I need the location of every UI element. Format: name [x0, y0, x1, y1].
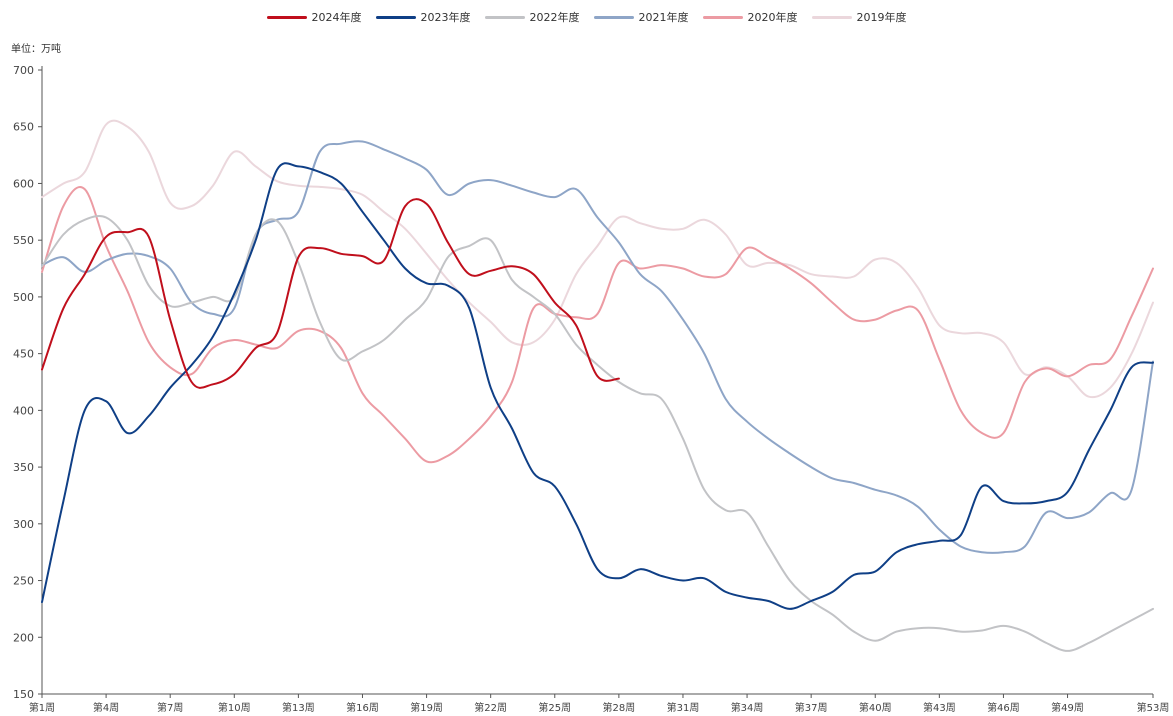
x-tick-label: 第13周 — [282, 701, 315, 714]
legend-swatch — [484, 15, 525, 19]
y-tick-label: 400 — [13, 404, 34, 417]
y-tick-label: 500 — [13, 291, 34, 304]
legend-item[interactable]: 2022年度 — [484, 9, 580, 25]
series-line-2021年度 — [41, 140, 1154, 554]
x-tick-label: 第16周 — [346, 701, 379, 714]
series-line-2022年度 — [41, 214, 1154, 652]
x-tick-label: 第28周 — [602, 701, 635, 714]
legend-item[interactable]: 2019年度 — [811, 9, 907, 25]
y-tick-label: 650 — [13, 121, 34, 134]
legend-label: 2022年度 — [529, 11, 580, 24]
chart-legend: 2024年度 2023年度 2022年度 2021年度 2020年度 2019年度 — [0, 9, 1173, 25]
x-tick-label: 第40周 — [859, 701, 892, 714]
y-tick-label: 700 — [13, 64, 34, 77]
x-tick-label: 第49周 — [1051, 701, 1084, 714]
x-tick-label: 第1周 — [29, 701, 55, 714]
x-tick-label: 第34周 — [731, 701, 764, 714]
legend-swatch — [811, 15, 852, 19]
legend-swatch — [702, 15, 743, 19]
legend-label: 2020年度 — [747, 11, 798, 24]
y-tick-label: 200 — [13, 631, 34, 644]
legend-label: 2024年度 — [311, 11, 362, 24]
unit-label: 单位：万吨 — [11, 44, 61, 55]
legend-swatch — [266, 15, 307, 19]
y-tick-label: 350 — [13, 461, 34, 474]
y-tick-label: 600 — [13, 177, 34, 190]
legend-item[interactable]: 2024年度 — [266, 9, 362, 25]
legend-label: 2023年度 — [420, 11, 471, 24]
legend-item[interactable]: 2023年度 — [375, 9, 471, 25]
x-tick-label: 第53周 — [1137, 701, 1170, 714]
x-tick-label: 第19周 — [410, 701, 443, 714]
x-tick-label: 第37周 — [795, 701, 828, 714]
series-line-2019年度 — [41, 119, 1154, 399]
legend-item[interactable]: 2021年度 — [593, 9, 689, 25]
x-tick-label: 第46周 — [987, 701, 1020, 714]
legend-label: 2019年度 — [856, 11, 907, 24]
legend-item[interactable]: 2020年度 — [702, 9, 798, 25]
x-tick-label: 第22周 — [474, 701, 507, 714]
x-tick-label: 第7周 — [157, 701, 183, 714]
series-line-2020年度 — [41, 186, 1154, 464]
x-tick-label: 第31周 — [667, 701, 700, 714]
y-tick-label: 450 — [13, 348, 34, 361]
x-tick-label: 第10周 — [218, 701, 251, 714]
x-tick-label: 第4周 — [93, 701, 119, 714]
legend-swatch — [593, 15, 634, 19]
y-tick-label: 150 — [13, 688, 34, 701]
legend-swatch — [375, 15, 416, 19]
x-tick-label: 第43周 — [923, 701, 956, 714]
series-line-2024年度 — [41, 198, 620, 389]
series-line-2023年度 — [41, 162, 1154, 610]
y-tick-label: 300 — [13, 518, 34, 531]
y-tick-label: 250 — [13, 575, 34, 588]
legend-label: 2021年度 — [638, 11, 689, 24]
y-tick-label: 550 — [13, 234, 34, 247]
x-tick-label: 第25周 — [538, 701, 571, 714]
